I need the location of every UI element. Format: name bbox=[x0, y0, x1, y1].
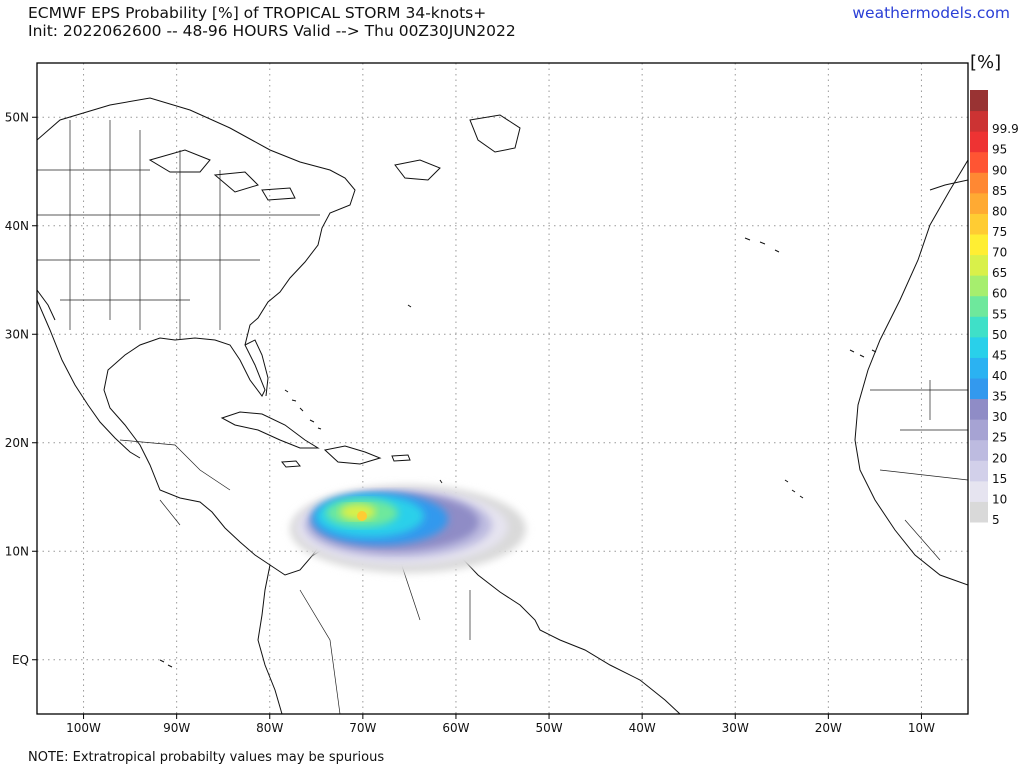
newfoundland-island bbox=[469, 114, 521, 153]
colorbar-level-label: 35 bbox=[992, 390, 1007, 404]
nova-scotia bbox=[394, 159, 441, 181]
colorbar-level-label: 60 bbox=[992, 287, 1007, 301]
iberia-coast bbox=[929, 179, 968, 191]
colorbar-level-label: 25 bbox=[992, 431, 1007, 445]
graticule bbox=[37, 63, 968, 714]
great-lakes bbox=[148, 149, 296, 201]
colorbar-swatch bbox=[970, 460, 988, 482]
colorbar-swatch bbox=[970, 110, 988, 132]
colorbar-swatch bbox=[970, 234, 988, 256]
lon-tick-label: 100W bbox=[66, 721, 101, 735]
baja-coastline bbox=[37, 289, 56, 321]
colorbar-level-label: 85 bbox=[992, 184, 1007, 198]
lat-tick-label: 10N bbox=[5, 544, 29, 558]
footer-note: NOTE: Extratropical probabilty values ma… bbox=[28, 750, 385, 765]
colorbar-swatch bbox=[970, 398, 988, 420]
title-line-1: ECMWF EPS Probability [%] of TROPICAL ST… bbox=[28, 4, 487, 22]
colorbar-swatch bbox=[970, 90, 988, 112]
lon-tick-label: 70W bbox=[349, 721, 376, 735]
colorbar-swatch bbox=[970, 151, 988, 173]
map-frame bbox=[36, 62, 969, 715]
colorbar-level-label: 95 bbox=[992, 143, 1007, 157]
colorbar-swatch bbox=[970, 501, 988, 523]
colorbar-swatch bbox=[970, 480, 988, 502]
political-borders bbox=[37, 120, 968, 714]
colorbar-level-label: 75 bbox=[992, 225, 1007, 239]
colorbar-level-label: 80 bbox=[992, 204, 1007, 218]
bahamas-islands bbox=[284, 389, 322, 430]
probability-field bbox=[290, 485, 526, 573]
cuba-island bbox=[220, 411, 320, 449]
prob-area-70 bbox=[357, 511, 367, 521]
colorbar-swatch bbox=[970, 131, 988, 153]
lon-tick-label: 80W bbox=[256, 721, 283, 735]
lat-tick-label: EQ bbox=[12, 653, 29, 667]
colorbar-swatch bbox=[970, 192, 988, 214]
colorbar-swatch bbox=[970, 419, 988, 441]
colorbar-level-label: 10 bbox=[992, 492, 1007, 506]
colorbar-swatch bbox=[970, 378, 988, 400]
north-america-coastline bbox=[37, 97, 356, 576]
colorbar-level-label: 5 bbox=[992, 513, 1000, 527]
florida-peninsula bbox=[244, 339, 269, 397]
lon-tick-label: 40W bbox=[629, 721, 656, 735]
bermuda-island bbox=[407, 304, 412, 308]
colorbar-swatch bbox=[970, 254, 988, 276]
south-america-pacific-coast bbox=[257, 564, 283, 714]
mexico-pacific-coastline bbox=[37, 299, 141, 459]
colorbar-level-label: 40 bbox=[992, 369, 1007, 383]
colorbar-swatch bbox=[970, 295, 988, 317]
cape-verde-islands bbox=[784, 479, 804, 499]
galapagos-islands bbox=[159, 659, 173, 668]
colorbar-swatch bbox=[970, 439, 988, 461]
colorbar-swatch bbox=[970, 213, 988, 235]
map-axes: 100W 90W 80W 70W 60W 50W 40W 30W 20W 10W 50N 40N 30N… bbox=[5, 110, 935, 735]
lat-tick-label: 20N bbox=[5, 436, 29, 450]
brand-link[interactable]: weathermodels.com bbox=[852, 4, 1010, 22]
colorbar-level-label: 50 bbox=[992, 328, 1007, 342]
lat-tick-label: 50N bbox=[5, 110, 29, 124]
africa-coastline bbox=[854, 159, 968, 586]
colorbar-level-label: 99.9 bbox=[992, 122, 1019, 136]
lon-tick-label: 90W bbox=[163, 721, 190, 735]
puerto-rico-island bbox=[391, 454, 411, 462]
lon-tick-label: 30W bbox=[722, 721, 749, 735]
jamaica-island bbox=[281, 460, 301, 468]
colorbar-level-label: 20 bbox=[992, 451, 1007, 465]
colorbar-level-label: 90 bbox=[992, 163, 1007, 177]
colorbar-level-label: 55 bbox=[992, 307, 1007, 321]
lat-tick-label: 30N bbox=[5, 327, 29, 341]
colorbar-level-label: 30 bbox=[992, 410, 1007, 424]
colorbar-level-label: 70 bbox=[992, 246, 1007, 260]
colorbar-swatch bbox=[970, 357, 988, 379]
colorbar-swatch bbox=[970, 172, 988, 194]
colorbar-unit-label: [%] bbox=[970, 52, 1002, 73]
lon-tick-label: 50W bbox=[535, 721, 562, 735]
lat-tick-label: 40N bbox=[5, 219, 29, 233]
map-title: ECMWF EPS Probability [%] of TROPICAL ST… bbox=[28, 4, 516, 40]
lon-tick-label: 20W bbox=[815, 721, 842, 735]
colorbar-swatch bbox=[970, 316, 988, 338]
azores-islands bbox=[744, 237, 780, 253]
colorbar-level-label: 65 bbox=[992, 266, 1007, 280]
lon-tick-label: 10W bbox=[908, 721, 935, 735]
colorbar-swatch bbox=[970, 336, 988, 358]
colorbar: 5 10 15 20 25 30 35 40 45 50 55 60 65 70 75 80 85 90 95 99.… bbox=[970, 90, 1019, 527]
colorbar-swatch bbox=[970, 275, 988, 297]
hispaniola-island bbox=[323, 445, 382, 465]
canary-islands bbox=[849, 349, 877, 358]
title-line-2: Init: 2022062600 -- 48-96 HOURS Valid --… bbox=[28, 22, 516, 40]
lon-tick-label: 60W bbox=[442, 721, 469, 735]
colorbar-level-label: 15 bbox=[992, 472, 1007, 486]
colorbar-level-label: 45 bbox=[992, 348, 1007, 362]
